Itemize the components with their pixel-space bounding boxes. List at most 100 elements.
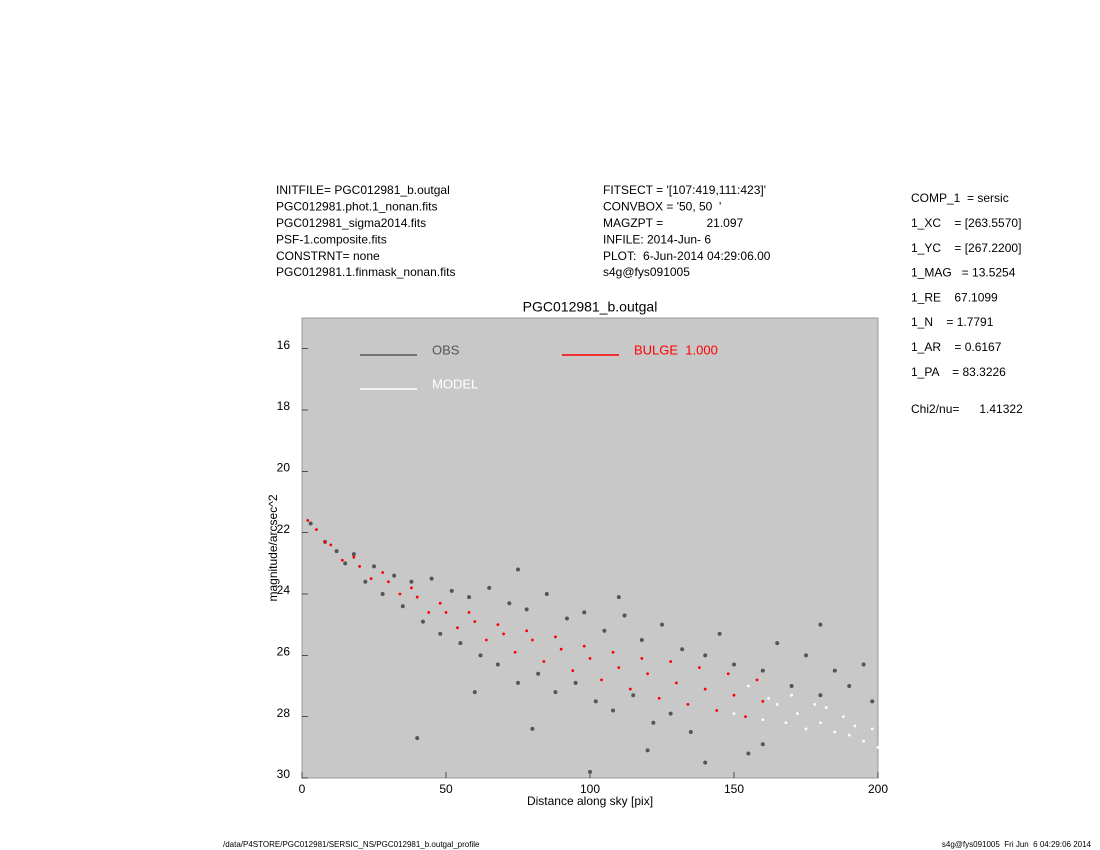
point (582, 610, 587, 615)
point (415, 736, 420, 741)
x-tick-label: 200 (868, 782, 888, 796)
point (531, 638, 534, 642)
point (818, 622, 823, 627)
point (646, 672, 649, 676)
point (870, 699, 875, 704)
point (438, 601, 442, 605)
point (467, 611, 471, 614)
point (458, 641, 463, 646)
point (343, 561, 348, 566)
point (536, 671, 541, 676)
y-tick-label: 22 (277, 522, 291, 536)
x-axis-label: Distance along sky [pix] (527, 794, 653, 808)
point (420, 619, 425, 624)
point (813, 703, 817, 706)
point (496, 623, 500, 627)
point (760, 742, 765, 747)
point (553, 690, 558, 695)
header-left-line: PGC012981.1.finmask_nonan.fits (276, 265, 455, 279)
point (415, 595, 419, 599)
point (688, 730, 693, 734)
point (351, 552, 356, 557)
point (628, 687, 632, 691)
point (429, 576, 434, 581)
point (369, 577, 373, 581)
point (698, 666, 701, 669)
point (732, 662, 736, 667)
point (410, 586, 413, 590)
point (438, 631, 443, 636)
point (775, 641, 780, 646)
point (600, 678, 603, 682)
point (427, 611, 431, 614)
point (502, 632, 505, 636)
point (675, 681, 678, 685)
header-left-line: INITFILE= PGC012981_b.outgal (276, 183, 450, 197)
point (732, 712, 736, 715)
point (611, 650, 615, 654)
x-tick-label: 0 (299, 782, 306, 796)
footer-right: s4g@fys091005 Fri Jun 6 04:29:06 2014 (942, 840, 1092, 849)
header-middle-line: INFILE: 2014-Jun- 6 (603, 232, 711, 246)
point (530, 726, 535, 731)
point (804, 653, 808, 658)
point (717, 631, 722, 636)
point (760, 668, 765, 673)
point (631, 693, 636, 698)
plot-background (301, 317, 879, 779)
y-tick-label: 26 (277, 645, 291, 659)
point (847, 733, 851, 737)
point (616, 595, 621, 600)
point (668, 711, 673, 716)
point (732, 693, 736, 697)
header-left-line: CONSTRNT= none (276, 249, 380, 263)
legend-label: MODEL (432, 376, 478, 391)
y-tick-label: 30 (277, 767, 291, 781)
point (409, 579, 414, 584)
point (380, 592, 385, 596)
point (775, 703, 779, 706)
point (761, 699, 765, 703)
point (744, 715, 747, 719)
point (358, 565, 361, 568)
point (703, 653, 708, 658)
point (847, 684, 852, 688)
header-right-line: COMP_1 = sersic (911, 191, 1009, 205)
point (381, 571, 385, 574)
point (495, 662, 500, 667)
header-left-line: PGC012981_sigma2014.fits (276, 216, 426, 230)
point (398, 592, 402, 596)
legend-label: BULGE 1.000 (634, 342, 718, 357)
point (876, 745, 880, 749)
point (400, 604, 405, 609)
point (524, 607, 529, 612)
point (746, 751, 751, 756)
point (352, 555, 356, 559)
point (472, 690, 477, 695)
point (755, 678, 759, 682)
header-right-line: 1_RE 67.1099 (911, 290, 998, 304)
header-right-line: 1_N = 1.7791 (911, 315, 994, 329)
point (513, 650, 517, 654)
point (657, 696, 661, 700)
point (870, 727, 874, 731)
point (467, 595, 472, 600)
point (544, 592, 549, 596)
point (588, 657, 592, 660)
y-tick-label: 24 (277, 583, 291, 597)
point (651, 720, 656, 725)
point (804, 727, 808, 731)
point (686, 703, 690, 706)
point (573, 680, 578, 685)
point (789, 684, 794, 688)
header-left-line: PSF-1.composite.fits (276, 232, 387, 246)
point (862, 739, 865, 743)
point (588, 769, 592, 774)
point (554, 635, 557, 639)
point (387, 580, 390, 584)
header-right-line: 1_YC = [267.2200] (911, 241, 1021, 255)
point (571, 669, 575, 673)
header-middle-line: CONVBOX = '50, 50 ' (603, 200, 721, 214)
point (334, 549, 339, 554)
point (456, 626, 459, 630)
